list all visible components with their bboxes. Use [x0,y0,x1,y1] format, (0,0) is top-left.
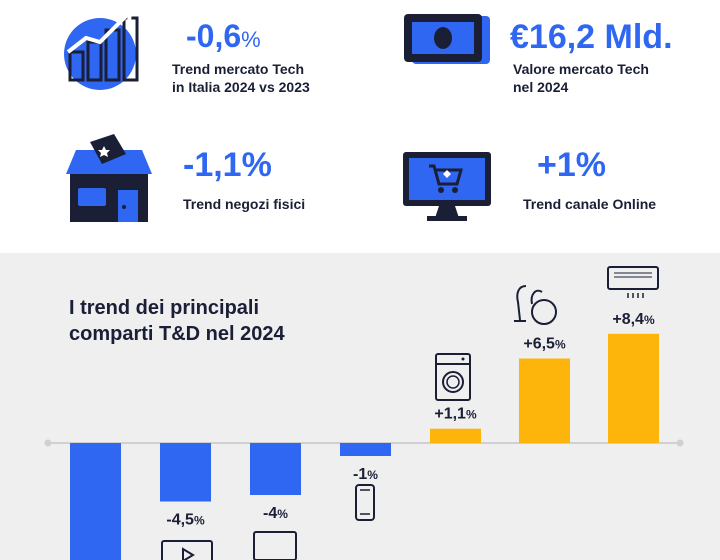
bar-value-label: -1% [353,466,378,483]
kpi-physical-stores-label: Trend negozi fisici [183,196,306,212]
air-conditioner-icon [607,266,659,298]
axis-start-dot [44,439,52,447]
bar-1 [160,443,211,502]
bar-value-label: +8,4% [612,311,655,328]
kpi-online-channel-label: Trend canale Online [523,196,657,212]
bar-value-label: +6,5% [523,336,566,353]
bar-value-label: -4% [263,505,288,522]
banknote-icon [404,14,490,64]
laptop-icon [253,531,297,560]
growth-chart-icon [64,9,139,90]
kpi-physical-stores-value: -1,1% [183,146,272,184]
kpi-market-value-label: Valore mercato Tech nel 2024 [513,61,649,95]
store-icon [66,134,152,222]
kpi-market-value-value: €16,2 Mld. [510,18,673,56]
bar-0 [70,443,121,560]
bar-2 [250,443,301,495]
bar-6 [608,333,659,443]
axis-end-dot [676,439,684,447]
bar-value-label: -4,5% [166,512,205,529]
smartphone-icon [355,484,375,521]
kpi-online-channel-value: +1% [537,146,606,184]
chart-title: I trend dei principali comparti T&D nel … [69,297,285,345]
bar-4 [430,428,481,443]
tv-icon [161,540,213,560]
bar-3 [340,443,391,456]
vacuum-cleaner-icon [514,285,557,325]
washing-machine-icon [435,353,471,401]
online-shop-monitor-icon [403,152,491,221]
bar-value-label: +1,1% [434,406,477,423]
bar-5 [519,358,570,443]
kpi-market-trend-label: Trend mercato Tech in Italia 2024 vs 202… [172,61,310,95]
kpi-market-trend-value: -0,6% [186,18,261,54]
